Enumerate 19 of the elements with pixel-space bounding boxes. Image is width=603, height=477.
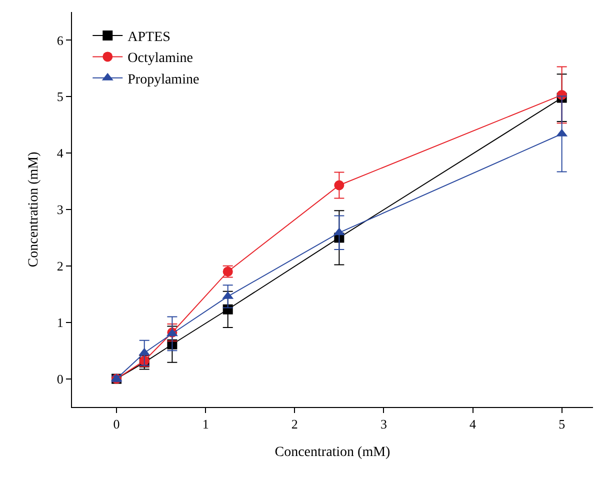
x-axis-title: Concentration (mM) [274,444,391,460]
legend-label: Propylamine [128,72,200,88]
x-tick-label: 3 [380,416,387,432]
point [334,180,344,190]
x-tick-label: 4 [470,416,477,432]
legend-label: APTES [128,30,170,45]
y-tick-label: 0 [56,371,64,386]
y-tick-label: 5 [56,89,64,104]
y-tick-label: 2 [56,258,64,274]
y-tick-label: 6 [56,32,64,48]
x-tick-label: 0 [113,416,120,432]
y-tick-label: 1 [56,314,64,330]
x-tick-label: 5 [558,416,566,432]
legend-label: Octylamine [128,51,193,66]
y-tick-label: 4 [56,146,64,161]
y-tick-label: 3 [56,202,64,218]
x-tick-label: 2 [291,416,298,432]
x-tick-label: 1 [202,416,209,432]
y-axis-title: Concentration (mM) [26,151,42,268]
